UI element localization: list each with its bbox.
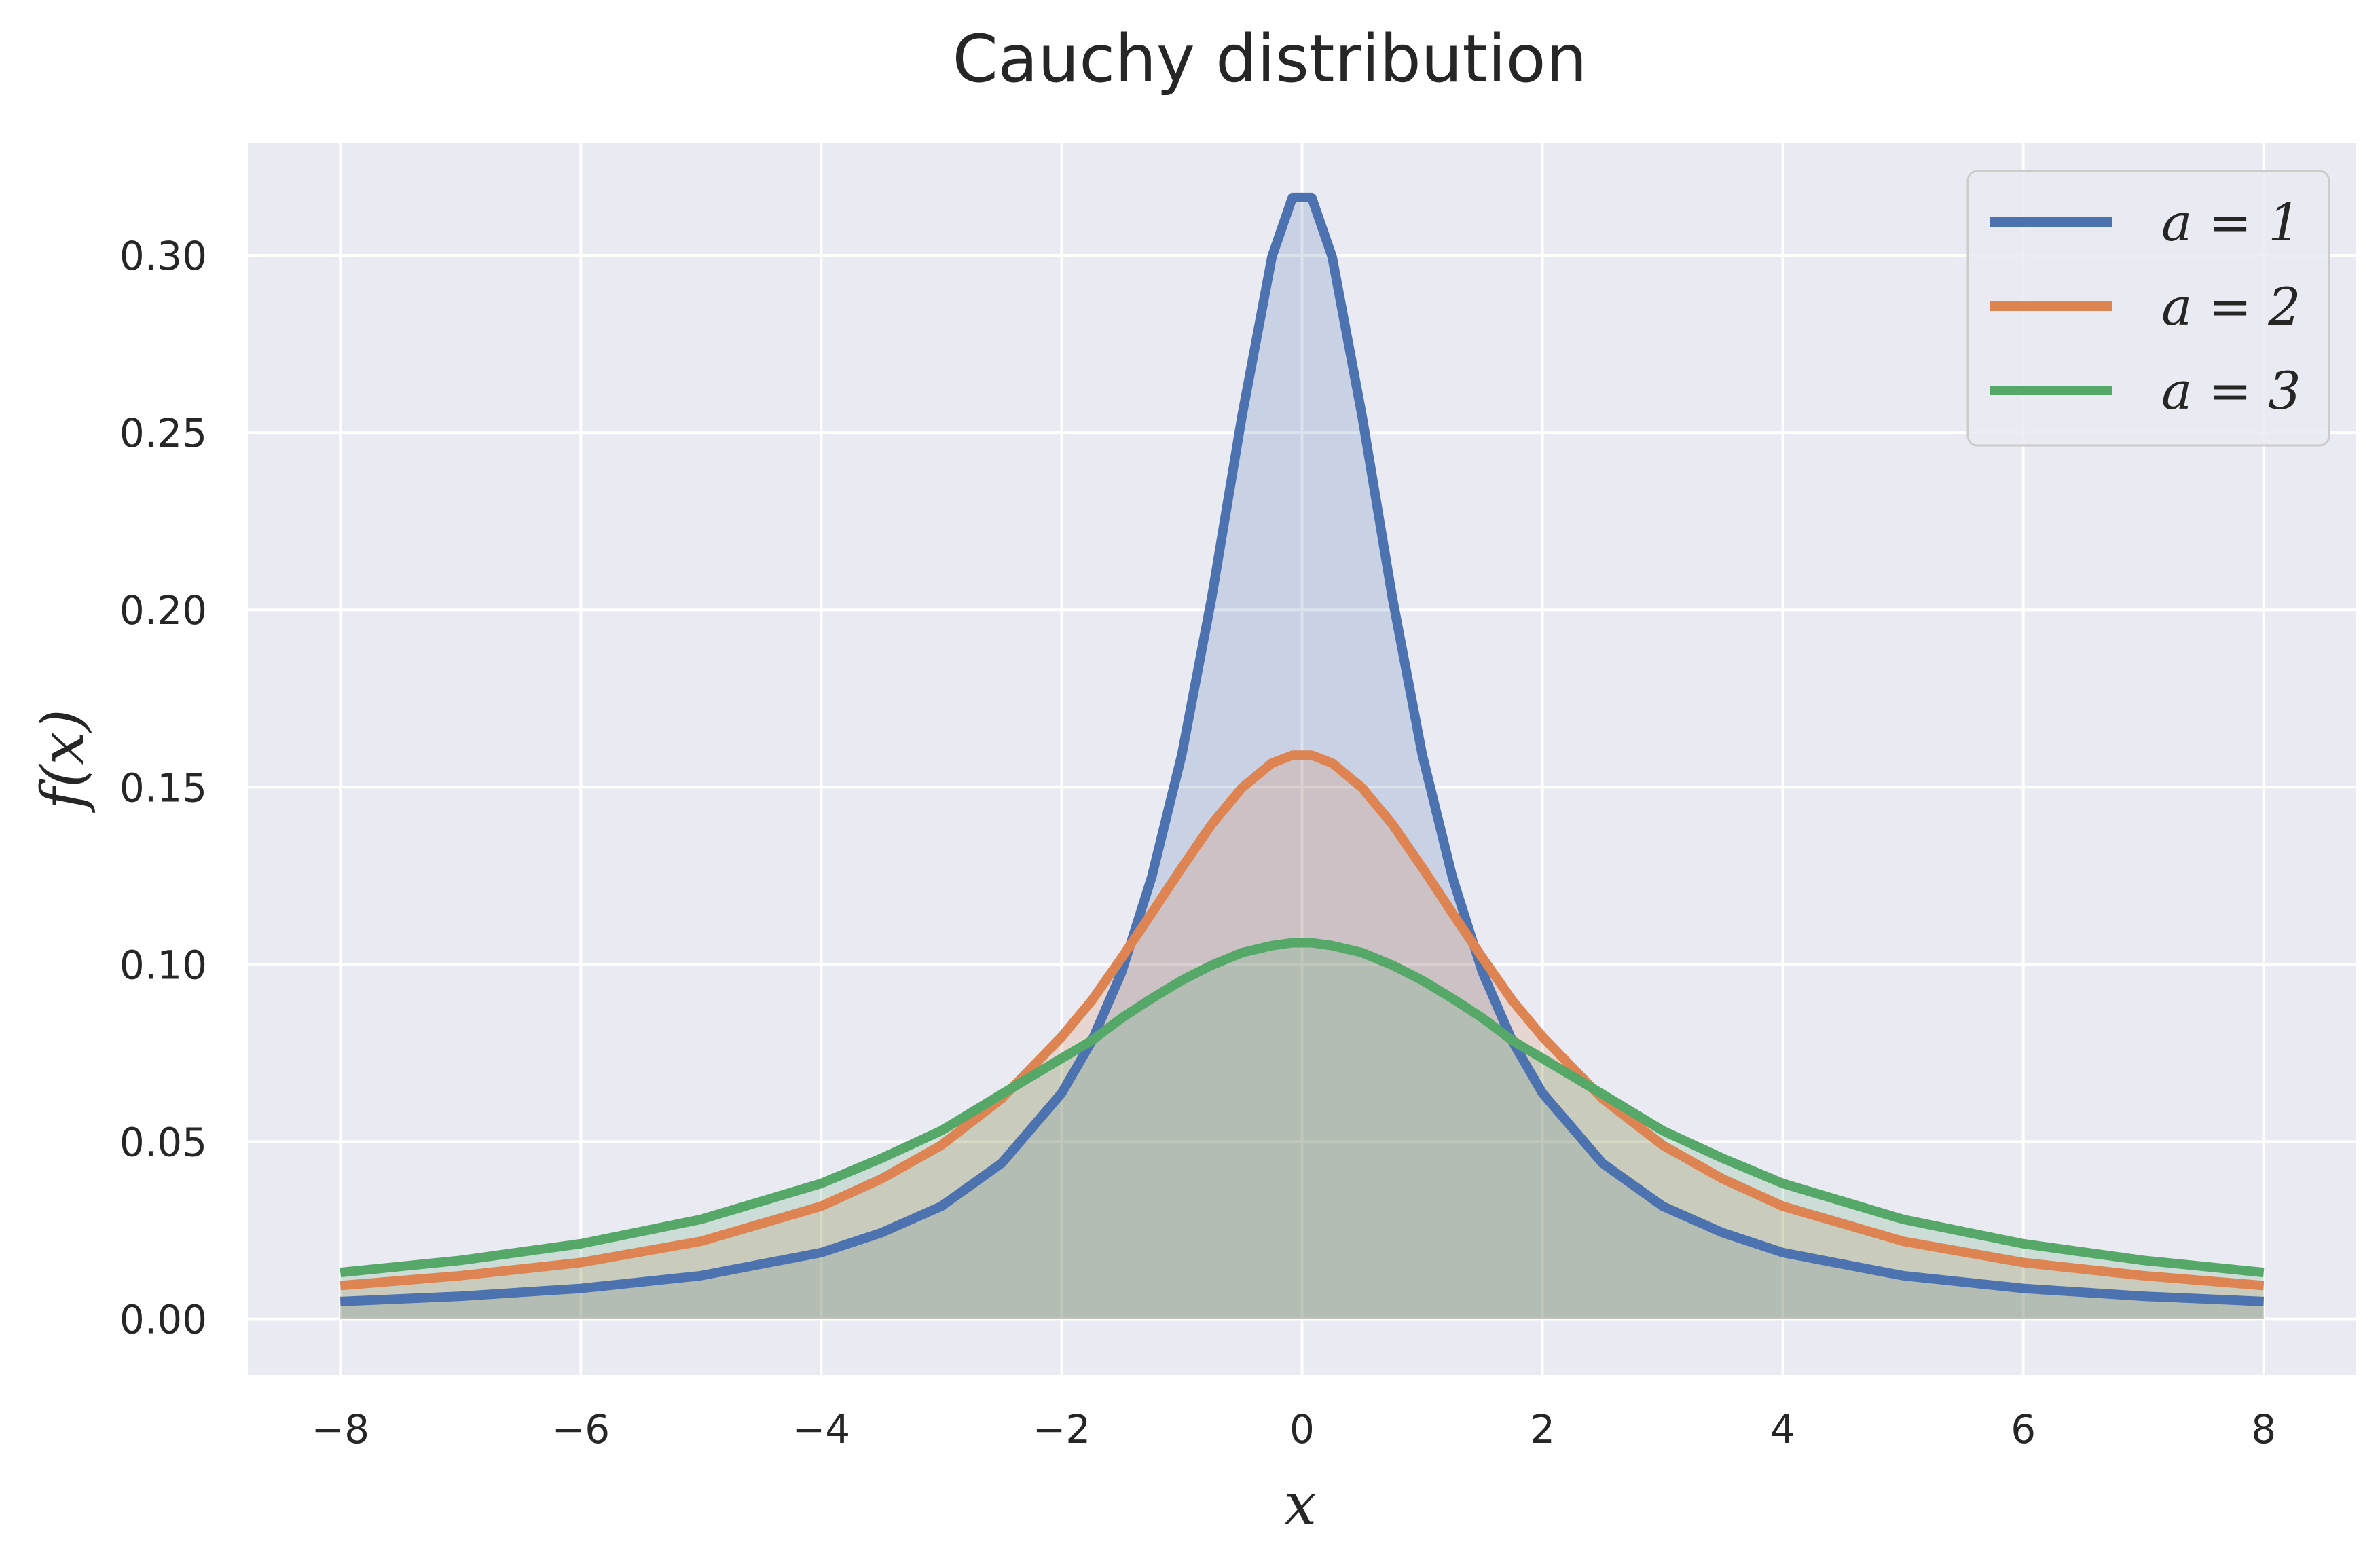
x-tick-label: 0	[1289, 1406, 1315, 1452]
y-tick-label: 0.10	[120, 942, 207, 988]
legend-box	[1966, 170, 2330, 447]
legend-label-3: a = 3	[2161, 361, 2301, 421]
series-line-2	[340, 750, 2265, 1291]
series-line-1	[340, 192, 2265, 1306]
x-tick-labels: −8 −6 −4 −2 0 2 4 6 8	[312, 1406, 2277, 1452]
y-tick-label: 0.20	[120, 587, 207, 633]
y-tick-label: 0.25	[120, 410, 207, 456]
chart-title: Cauchy distribution	[953, 21, 1588, 97]
legend-label-1: a = 1	[2161, 192, 2301, 253]
series-lines	[340, 192, 2265, 1306]
y-tick-labels: 0.00 0.05 0.10 0.15 0.20 0.25 0.30	[120, 233, 207, 1342]
x-tick-label: −8	[312, 1406, 370, 1452]
legend-label-2: a = 2	[2161, 276, 2301, 337]
x-tick-label: −4	[792, 1406, 851, 1452]
y-tick-label: 0.15	[120, 765, 207, 811]
y-tick-label: 0.00	[120, 1297, 207, 1343]
x-tick-label: 4	[1770, 1406, 1795, 1452]
x-tick-label: 8	[2251, 1406, 2276, 1452]
x-axis-label: x	[1284, 1471, 1317, 1539]
series-fill-2	[340, 755, 2264, 1319]
y-axis-label: f(x)	[29, 709, 97, 813]
x-tick-label: −6	[552, 1406, 610, 1452]
y-tick-label: 0.30	[120, 233, 207, 279]
x-tick-label: 2	[1530, 1406, 1555, 1452]
series-fill-3	[340, 942, 2264, 1319]
x-tick-label: 6	[2011, 1406, 2036, 1452]
y-tick-label: 0.05	[120, 1119, 207, 1165]
series-line-3	[340, 938, 2265, 1278]
legend: a = 1 a = 2 a = 3	[1966, 170, 2330, 447]
x-tick-label: −2	[1033, 1406, 1091, 1452]
